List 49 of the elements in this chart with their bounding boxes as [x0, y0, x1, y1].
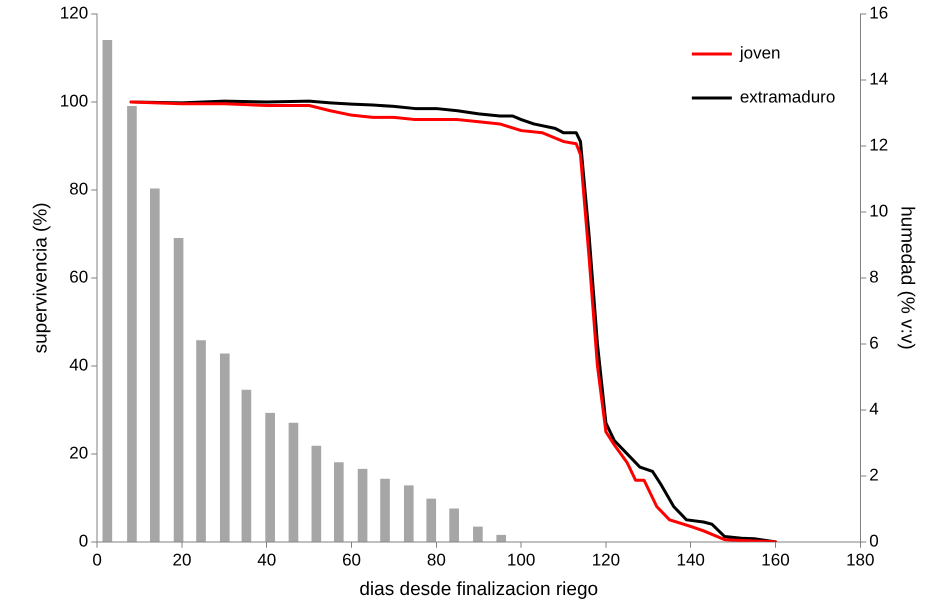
legend-label: extramaduro — [740, 88, 836, 107]
x-axis-title: dias desde finalizacion riego — [359, 578, 598, 600]
y-tick-label: 20 — [69, 444, 88, 463]
y-tick-label: 120 — [60, 4, 88, 23]
y2-axis-title: humedad (% v:v) — [896, 206, 918, 350]
bar — [220, 353, 230, 542]
bar — [449, 508, 459, 542]
x-tick-label: 20 — [172, 550, 192, 570]
bar — [404, 485, 414, 542]
y2-tick-label: 8 — [869, 268, 879, 287]
y2-tick-label: 0 — [869, 531, 879, 550]
x-tick-label: 40 — [257, 550, 276, 570]
y2-tick-label: 4 — [869, 400, 879, 419]
bar — [426, 498, 436, 542]
y-tick-label: 0 — [78, 531, 88, 550]
bar — [358, 468, 368, 542]
x-tick-label: 0 — [92, 550, 102, 570]
x-tick-label: 160 — [761, 550, 790, 570]
y2-tick-label: 14 — [869, 70, 888, 89]
x-tick-label: 140 — [676, 550, 705, 570]
y-tick-label: 60 — [69, 268, 88, 287]
bar — [380, 478, 390, 542]
x-tick-label: 80 — [426, 550, 446, 570]
x-tick-label: 60 — [342, 550, 361, 570]
y2-tick-label: 6 — [869, 334, 879, 353]
bar — [334, 462, 344, 542]
bar — [174, 238, 184, 542]
x-tick-label: 180 — [846, 550, 874, 570]
legend-label: joven — [738, 44, 780, 63]
y-axis-title: supervivencia (%) — [30, 202, 52, 354]
bar — [312, 446, 322, 542]
y2-tick-label: 2 — [869, 466, 879, 485]
y-tick-label: 100 — [60, 92, 88, 111]
y2-tick-label: 12 — [869, 136, 888, 155]
bar — [288, 422, 298, 542]
bar — [127, 106, 137, 542]
bar — [242, 390, 252, 542]
bar — [496, 534, 506, 542]
x-tick-label: 100 — [506, 550, 536, 570]
bar — [196, 340, 206, 542]
bar — [102, 40, 112, 542]
y2-tick-label: 16 — [869, 4, 888, 23]
bar — [473, 526, 483, 542]
y2-tick-label: 10 — [869, 202, 888, 221]
bar — [150, 188, 160, 542]
y-tick-label: 80 — [69, 180, 88, 199]
x-tick-label: 120 — [592, 550, 620, 570]
bar — [265, 412, 275, 542]
y-tick-label: 40 — [69, 356, 88, 375]
